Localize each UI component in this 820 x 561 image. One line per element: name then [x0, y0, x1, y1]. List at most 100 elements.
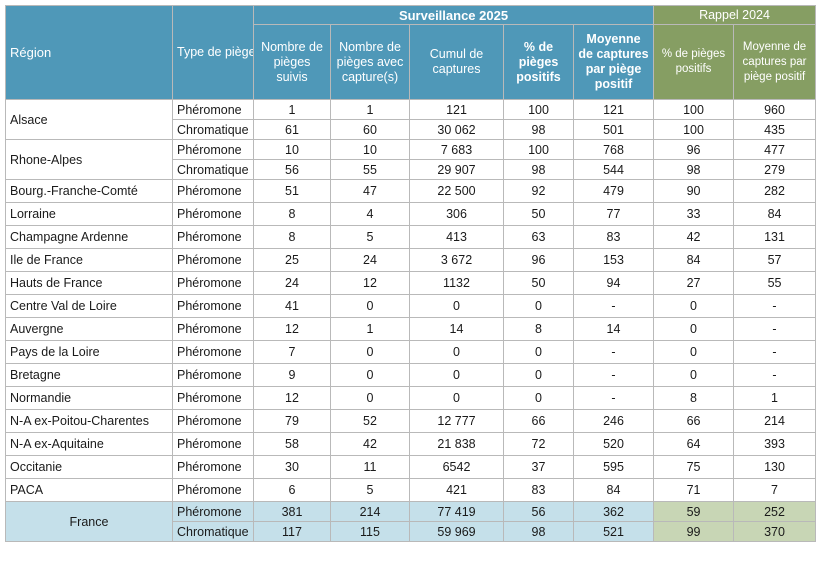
pieges-suivis-cell: 51 — [253, 179, 331, 203]
pieges-suivis-cell: 6 — [253, 478, 331, 502]
cumul-cell: 1132 — [409, 271, 504, 295]
pct-positifs-2024-cell: 33 — [653, 202, 735, 226]
header-group-2024: Rappel 2024 — [653, 5, 817, 25]
moyenne-cell: - — [572, 363, 655, 387]
pct-positifs-2024-cell: 100 — [653, 99, 735, 120]
pct-positifs-cell: 8 — [503, 317, 574, 341]
moyenne-2024-cell: 214 — [733, 409, 817, 433]
pieges-suivis-cell: 8 — [253, 202, 331, 226]
pct-positifs-2024-cell: 100 — [653, 119, 735, 140]
region-cell: Centre Val de Loire — [5, 294, 173, 318]
cumul-cell: 29 907 — [409, 159, 504, 180]
trap-type-cell: Phéromone — [172, 317, 254, 341]
total-region-cell: France — [5, 501, 173, 542]
pieges-capture-cell: 11 — [330, 455, 410, 479]
region-cell: Rhone-Alpes — [5, 139, 173, 180]
pieges-capture-cell: 0 — [330, 363, 410, 387]
trap-type-cell: Phéromone — [172, 294, 254, 318]
pieges-suivis-cell: 10 — [253, 139, 331, 160]
pieges-capture-cell: 55 — [330, 159, 410, 180]
pct-positifs-2024-cell: 71 — [653, 478, 735, 502]
pieges-suivis-cell: 381 — [253, 501, 331, 522]
pieges-capture-cell: 12 — [330, 271, 410, 295]
pct-positifs-2024-cell: 0 — [653, 340, 735, 364]
moyenne-cell: 83 — [572, 225, 655, 249]
moyenne-2024-cell: 1 — [733, 386, 817, 410]
table-row: Bretagne Phéromone 9 0 0 0-0- — [5, 363, 817, 387]
trap-type-cell: Phéromone — [172, 179, 254, 203]
pieges-suivis-cell: 1 — [253, 99, 331, 120]
pieges-capture-cell: 42 — [330, 432, 410, 456]
pct-positifs-2024-cell: 84 — [653, 248, 735, 272]
pct-positifs-cell: 98 — [503, 119, 574, 140]
table-row: Lorraine Phéromone 8 4 306 50 77 33 84 — [5, 202, 817, 226]
pieges-capture-cell: 5 — [330, 225, 410, 249]
moyenne-2024-cell: 57 — [733, 248, 817, 272]
region-cell: Alsace — [5, 99, 173, 140]
trap-type-cell: Phéromone — [172, 432, 254, 456]
table-row: Rhone-Alpes Phéromone 10 10 7 683 100 768 96 477 — [5, 139, 817, 180]
pct-positifs-2024-cell: 0 — [653, 317, 735, 341]
cumul-cell: 0 — [409, 386, 504, 410]
pct-positifs-cell: 100 — [503, 139, 574, 160]
pieges-capture-cell: 24 — [330, 248, 410, 272]
pct-positifs-2024-cell: 90 — [653, 179, 735, 203]
cumul-cell: 77 419 — [409, 501, 504, 522]
moyenne-2024-cell: - — [733, 317, 817, 341]
moyenne-2024-cell: 252 — [733, 501, 817, 522]
pct-positifs-cell: 96 — [503, 248, 574, 272]
moyenne-2024-cell: 84 — [733, 202, 817, 226]
moyenne-cell: 521 — [572, 521, 655, 542]
trap-type-cell: Phéromone — [172, 386, 254, 410]
total-row: France Phéromone 381 214 77 419 56 362 59 252 — [5, 501, 817, 542]
table-row: N-A ex-Poitou-Charentes Phéromone 79 52 12 7… — [5, 409, 817, 433]
total-row: Chromatique 117 115 59 969 98 521 99 370 — [6, 521, 817, 542]
table-body: Alsace Phéromone 1 1 121 100 121 100 960 Chromati… — [5, 99, 817, 542]
pieges-suivis-cell: 8 — [253, 225, 331, 249]
pct-positifs-2024-cell: 66 — [653, 409, 735, 433]
pieges-capture-cell: 0 — [330, 294, 410, 318]
table-row: Chromatique 61 60 30 062 98 501 100 435 — [6, 119, 817, 140]
moyenne-cell: 94 — [572, 271, 655, 295]
trap-type-cell: Phéromone — [172, 455, 254, 479]
moyenne-2024-cell: - — [733, 363, 817, 387]
moyenne-cell: 520 — [572, 432, 655, 456]
region-cell: N-A ex-Aquitaine — [5, 432, 173, 456]
trap-type-cell: Phéromone — [172, 501, 254, 522]
moyenne-2024-cell: 393 — [733, 432, 817, 456]
moyenne-cell: 14 — [572, 317, 655, 341]
table-row: Chromatique 56 55 29 907 98 544 98 279 — [6, 159, 817, 180]
header-group-2025: Surveillance 2025 — [252, 5, 655, 25]
pieges-suivis-cell: 7 — [253, 340, 331, 364]
region-cell: Occitanie — [5, 455, 173, 479]
moyenne-2024-cell: 279 — [733, 159, 817, 180]
pieges-suivis-cell: 12 — [253, 386, 331, 410]
moyenne-cell: 246 — [572, 409, 655, 433]
table-row: Normandie Phéromone 12 0 0 0-8 1 — [5, 386, 817, 410]
pct-positifs-2024-cell: 75 — [653, 455, 735, 479]
header-pct-positifs-2024: % de pièges positifs — [653, 24, 735, 100]
table-row: Ile de France Phéromone 25 24 3 672 96 153 84 57 — [5, 248, 817, 272]
pieges-capture-cell: 214 — [330, 501, 410, 522]
moyenne-cell: 595 — [572, 455, 655, 479]
pct-positifs-2024-cell: 64 — [653, 432, 735, 456]
pieges-suivis-cell: 117 — [253, 521, 331, 542]
region-cell: Ile de France — [5, 248, 173, 272]
pct-positifs-cell: 72 — [503, 432, 574, 456]
pieges-capture-cell: 115 — [330, 521, 410, 542]
table-row: Alsace Phéromone 1 1 121 100 121 100 960 — [5, 99, 817, 140]
pct-positifs-2024-cell: 0 — [653, 363, 735, 387]
table-row: Pays de la Loire Phéromone 7 0 0 0-0- — [5, 340, 817, 364]
pieges-suivis-cell: 41 — [253, 294, 331, 318]
moyenne-cell: 77 — [572, 202, 655, 226]
region-cell: Bretagne — [5, 363, 173, 387]
pct-positifs-cell: 66 — [503, 409, 574, 433]
table-row: Hauts de France Phéromone 24 12 1132 50 94 27 55 — [5, 271, 817, 295]
table-row: Auvergne Phéromone 12 1 14 8 14 0- — [5, 317, 817, 341]
pieges-suivis-cell: 61 — [253, 119, 331, 140]
pct-positifs-2024-cell: 42 — [653, 225, 735, 249]
moyenne-cell: - — [572, 340, 655, 364]
header-cumul: Cumul de captures — [409, 24, 504, 100]
pieges-capture-cell: 1 — [330, 317, 410, 341]
cumul-cell: 22 500 — [409, 179, 504, 203]
